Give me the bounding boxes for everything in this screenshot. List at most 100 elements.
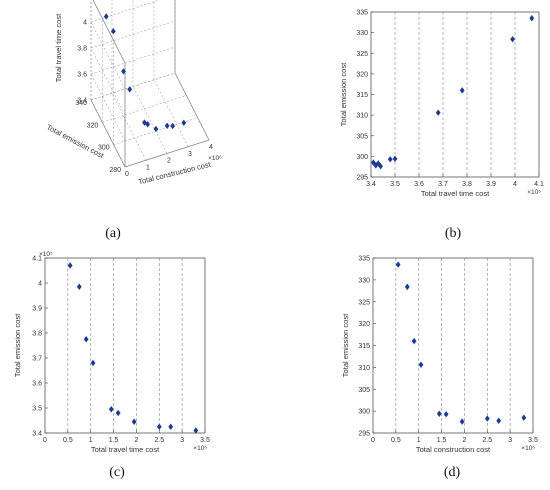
grid-line: [90, 21, 126, 90]
x-axis-label: Total travel time cost: [421, 189, 490, 198]
plot-frame: [372, 257, 534, 434]
data-point: [181, 119, 187, 126]
z-tick-label: 3.6: [77, 72, 87, 79]
y-axis-label: Total emission cost: [339, 62, 348, 126]
plot-frame: [44, 257, 206, 434]
y-tick-label: 310: [356, 113, 368, 120]
z-axis-label: Total travel time cost: [54, 13, 63, 82]
grid-line: [132, 86, 168, 154]
x-tick-label: 1: [417, 437, 421, 444]
data-point: [168, 423, 174, 430]
y-tick-label: 330: [356, 30, 368, 37]
x-tick-label: 0: [125, 171, 129, 178]
x-tick-label: 2: [462, 437, 466, 444]
panel-caption: (a): [105, 226, 121, 241]
z-tick-label: 3.4: [77, 98, 87, 105]
y-tick-label: 315: [358, 343, 370, 350]
data-point: [83, 336, 89, 343]
data-point: [510, 36, 515, 43]
x-tick-label: 3.7: [438, 181, 448, 188]
axis-edge: [124, 139, 210, 168]
x-tick-label: 1: [89, 437, 93, 444]
data-point: [443, 410, 449, 418]
x-tick-label: 2.5: [154, 437, 164, 444]
y-tick-label: 320: [356, 71, 368, 78]
data-point: [110, 27, 116, 35]
y-tick-label: 300: [356, 154, 368, 161]
data-point: [418, 361, 424, 368]
data-point: [115, 409, 121, 417]
chart-panel-d: 0 0.5 1 1.5 2 2.5 3 3.5 295 300 305 310 315 320 325 330…: [341, 256, 538, 481]
data-point: [76, 283, 82, 290]
y-tick-label: 3.7: [32, 356, 42, 363]
y-tick-label: 320: [87, 122, 99, 129]
data-point: [108, 406, 114, 413]
y-tick-label: 315: [356, 92, 368, 99]
data-point: [392, 155, 398, 163]
y-tick-label: 325: [358, 299, 370, 306]
y-tick-label: 3.6: [32, 381, 42, 388]
grid-line: [111, 93, 147, 161]
x-tick-label: 1.5: [109, 437, 119, 444]
panel-caption: (b): [445, 226, 462, 241]
y-tick-label: 4: [38, 281, 42, 288]
x-axis-exponent: ×10⁶: [521, 445, 535, 452]
y-tick-label: 3.4: [32, 431, 42, 438]
data-point: [395, 261, 401, 268]
x-tick-label: 2: [134, 437, 138, 444]
chart-panel-b: 3.4 3.5 3.6 3.7 3.8 3.9 4 4.1 295 300 305 310 315 320…: [339, 10, 544, 242]
data-point: [193, 427, 199, 434]
data-point: [67, 262, 73, 269]
z-tick-label: 3.8: [77, 46, 87, 53]
data-point: [170, 122, 176, 130]
data-point: [156, 423, 162, 430]
panel-caption: (d): [444, 465, 461, 480]
data-point: [131, 418, 137, 425]
data-point: [459, 87, 465, 94]
x-axis-exponent: ×10⁵: [527, 189, 541, 196]
y-tick-label: 320: [358, 321, 370, 328]
data-point: [529, 14, 535, 22]
data-point: [496, 417, 502, 424]
x-tick-label: 3: [508, 437, 512, 444]
data-point: [142, 119, 147, 126]
z-tick-label: 4: [83, 20, 87, 27]
y-tick-label: 305: [358, 387, 370, 394]
data-point: [404, 283, 410, 291]
y-tick-label: 300: [358, 409, 370, 416]
x-tick-label: 3: [188, 151, 192, 158]
axis-edge: [174, 72, 210, 141]
plot-frame: [370, 11, 540, 178]
y-tick-label: 335: [358, 256, 370, 263]
x-tick-label: 3: [180, 437, 184, 444]
data-point: [90, 359, 96, 367]
x-tick-label: 3.8: [462, 181, 472, 188]
grid-line: [153, 79, 189, 147]
data-point: [411, 337, 417, 345]
y-tick-label: 330: [358, 277, 370, 284]
data-point: [121, 68, 126, 75]
data-point: [387, 156, 393, 163]
data-point: [153, 125, 159, 133]
y-tick-label: 280: [109, 167, 121, 174]
x-tick-label: 0: [371, 437, 375, 444]
data-point: [521, 414, 527, 421]
y-tick-label: 325: [356, 51, 368, 58]
chart-panel-c: 0 0.5 1 1.5 2 2.5 3 3.5 3.4 3.5 3.6 3.7 3.8 3.9 4 4.1 To…: [13, 251, 210, 480]
y-tick-label: 3.9: [32, 306, 42, 313]
data-point: [127, 86, 133, 93]
x-tick-label: 3.4: [366, 181, 376, 188]
x-axis-exponent: ×10⁶: [193, 445, 207, 452]
y-tick-label: 310: [358, 365, 370, 372]
panel-caption: (c): [109, 465, 125, 480]
data-point: [435, 109, 441, 116]
grid-line: [102, 95, 187, 123]
x-tick-label: 3.6: [414, 181, 424, 188]
x-tick-label: 4: [209, 144, 213, 151]
x-tick-label: 0: [43, 437, 47, 444]
x-tick-label: 4.1: [534, 181, 544, 188]
grid-line: [90, 72, 176, 101]
y-tick-label: 4.1: [32, 256, 42, 263]
